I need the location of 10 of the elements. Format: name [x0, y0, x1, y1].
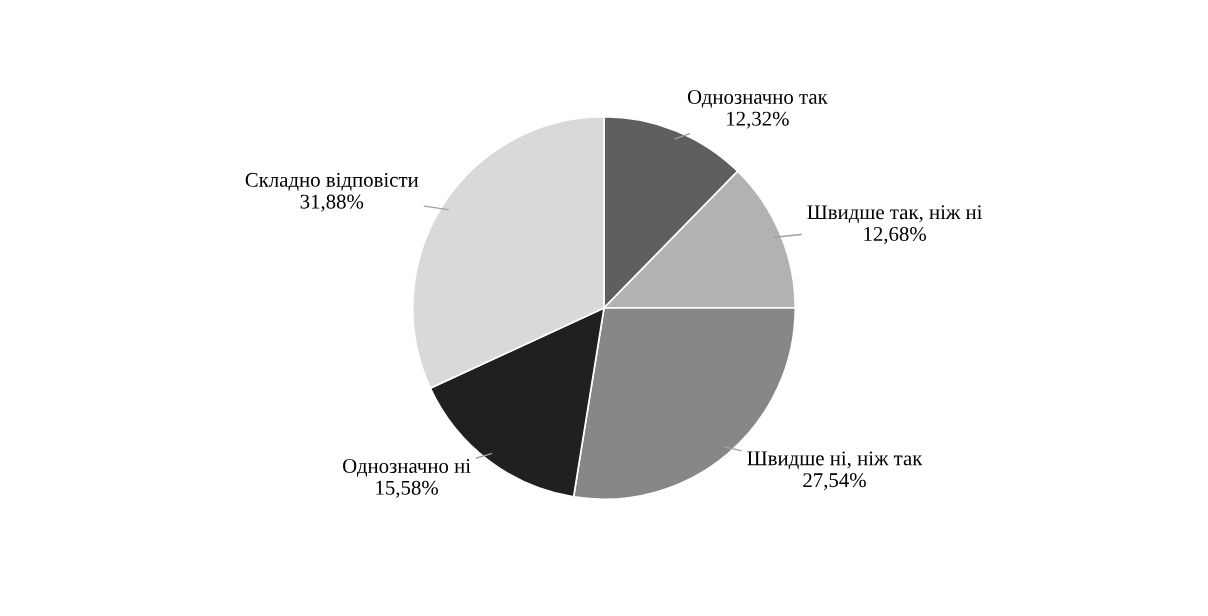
- slice-label: Однозначно так: [687, 89, 828, 108]
- slice-label: Однозначно ні: [343, 458, 471, 477]
- slice-label: Складно відповісти: [245, 172, 419, 191]
- data-label: 15,58%: [376, 480, 438, 498]
- data-label: 27,54%: [803, 473, 866, 491]
- slice-label: Швидше так, ніж ні: [807, 205, 983, 224]
- slice-label: Швидше ні, ніж так: [747, 451, 923, 470]
- data-label: 12,68%: [864, 226, 926, 245]
- data-label: 31,88%: [300, 194, 364, 212]
- data-label: 12,32%: [727, 111, 789, 129]
